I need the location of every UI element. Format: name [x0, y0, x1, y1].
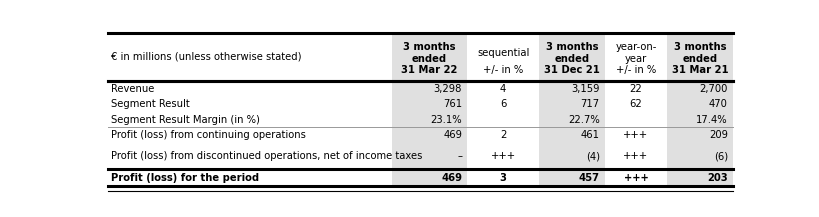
Bar: [107, 97, 732, 112]
Bar: [107, 127, 732, 143]
Text: € in millions (unless otherwise stated): € in millions (unless otherwise stated): [111, 52, 301, 62]
Text: Segment Result Margin (in %): Segment Result Margin (in %): [111, 115, 260, 125]
Text: Segment Result: Segment Result: [111, 99, 189, 109]
Text: 461: 461: [580, 130, 599, 140]
Text: 3 months
ended: 3 months ended: [403, 42, 455, 64]
Text: Revenue: Revenue: [111, 84, 154, 94]
Text: 2,700: 2,700: [699, 84, 727, 94]
Text: Profit (loss) from continuing operations: Profit (loss) from continuing operations: [111, 130, 305, 140]
Text: 62: 62: [629, 99, 641, 109]
Bar: [667, 97, 732, 112]
Bar: [667, 112, 732, 127]
Bar: [667, 81, 732, 97]
Bar: [107, 112, 732, 127]
Text: 3,298: 3,298: [433, 84, 461, 94]
Bar: [667, 169, 732, 186]
Text: 457: 457: [578, 173, 599, 183]
Text: –: –: [456, 151, 461, 161]
Text: 469: 469: [442, 130, 461, 140]
Bar: [538, 112, 604, 127]
Text: 31 Mar 22: 31 Mar 22: [401, 65, 457, 75]
Bar: [538, 97, 604, 112]
Text: +++: +++: [622, 151, 648, 161]
Bar: [107, 33, 732, 81]
Text: 22: 22: [629, 84, 641, 94]
Bar: [667, 127, 732, 143]
Text: +++: +++: [622, 130, 648, 140]
Text: 761: 761: [442, 99, 461, 109]
Text: 203: 203: [706, 173, 727, 183]
Bar: [667, 33, 732, 81]
Bar: [391, 97, 467, 112]
Bar: [538, 169, 604, 186]
Text: 4: 4: [500, 84, 505, 94]
Bar: [391, 33, 467, 81]
Bar: [538, 81, 604, 97]
Text: 6: 6: [500, 99, 505, 109]
Text: (4): (4): [585, 151, 599, 161]
Text: Profit (loss) for the period: Profit (loss) for the period: [111, 173, 259, 183]
Text: sequential: sequential: [477, 48, 528, 58]
Text: 209: 209: [708, 130, 727, 140]
Bar: [538, 143, 604, 169]
Text: 31 Dec 21: 31 Dec 21: [543, 65, 600, 75]
Text: +/- in %: +/- in %: [482, 65, 523, 75]
Text: 3 months
ended: 3 months ended: [673, 42, 726, 64]
Text: +++: +++: [623, 173, 648, 183]
Text: 717: 717: [580, 99, 599, 109]
Bar: [538, 127, 604, 143]
Text: 23.1%: 23.1%: [430, 115, 461, 125]
Text: 470: 470: [708, 99, 727, 109]
Bar: [391, 81, 467, 97]
Bar: [391, 143, 467, 169]
Text: year-on-
year: year-on- year: [614, 42, 656, 64]
Text: 3: 3: [499, 173, 506, 183]
Text: 31 Mar 21: 31 Mar 21: [671, 65, 727, 75]
Text: 3 months
ended: 3 months ended: [545, 42, 597, 64]
Bar: [107, 169, 732, 186]
Text: 22.7%: 22.7%: [568, 115, 599, 125]
Bar: [391, 127, 467, 143]
Text: Profit (loss) from discontinued operations, net of income taxes: Profit (loss) from discontinued operatio…: [111, 151, 422, 161]
Text: 2: 2: [500, 130, 505, 140]
Text: 469: 469: [441, 173, 461, 183]
Text: 3,159: 3,159: [571, 84, 599, 94]
Bar: [667, 143, 732, 169]
Bar: [391, 169, 467, 186]
Text: 17.4%: 17.4%: [695, 115, 727, 125]
Bar: [391, 112, 467, 127]
Bar: [107, 143, 732, 169]
Bar: [538, 33, 604, 81]
Bar: [107, 81, 732, 97]
Text: +/- in %: +/- in %: [615, 65, 655, 75]
Text: +++: +++: [490, 151, 515, 161]
Text: (6): (6): [713, 151, 727, 161]
